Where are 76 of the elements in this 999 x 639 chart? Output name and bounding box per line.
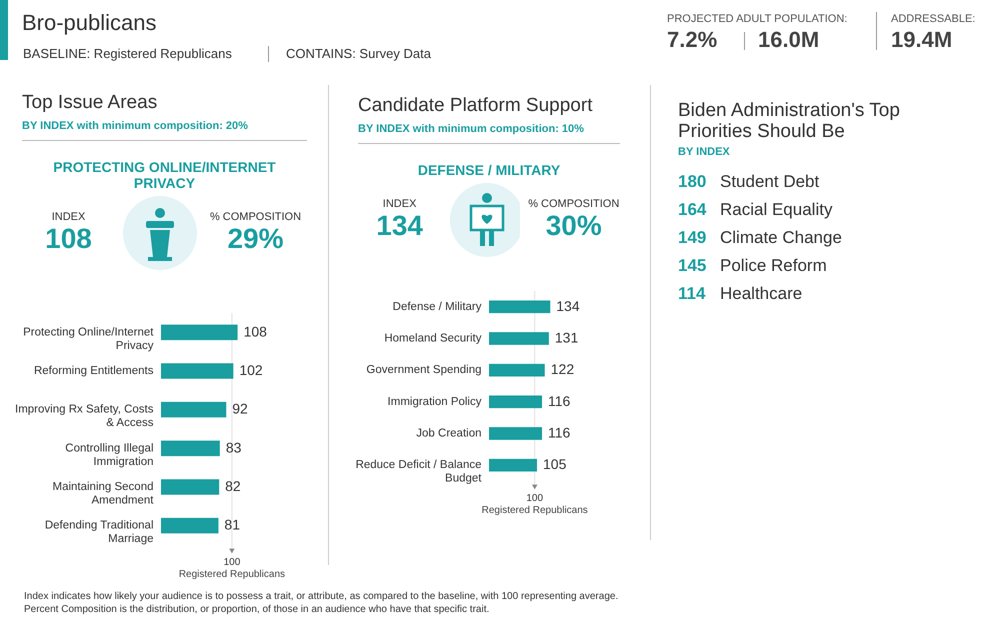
data-label: 108 <box>244 323 268 340</box>
y-tick-label: Controlling Illegal Immigration <box>65 442 154 468</box>
text: Bro-publicans <box>22 10 157 36</box>
text: DEFENSE / MILITARY <box>416 162 562 178</box>
data-label: 116 <box>548 392 571 409</box>
bar <box>161 440 220 456</box>
bar <box>489 396 542 408</box>
text: 100 <box>526 493 544 504</box>
y-tick-label: Improving Rx Safety, Costs & Access <box>15 404 154 430</box>
text: PROTECTING ONLINE/INTERNET PRIVACY <box>52 159 277 191</box>
data-label: 149 <box>678 228 708 248</box>
y-tick-label: Immigration Policy <box>388 396 482 408</box>
bar <box>161 324 238 340</box>
data-label: 83 <box>226 439 242 456</box>
data-label: 114 <box>678 284 706 304</box>
data-label: 131 <box>554 330 578 346</box>
ref-line-label: Registered Republicans <box>178 569 285 580</box>
text: % COMPOSITION <box>528 198 620 210</box>
text: Percent Composition is the distribution, or proportion, of those in an audience who have that specific trait. <box>24 603 490 616</box>
text: 7.2% <box>667 27 718 53</box>
text: INDEX <box>50 211 86 223</box>
category-label: Student Debt <box>720 172 820 191</box>
data-label: 134 <box>556 298 580 314</box>
text: INDEX <box>382 198 418 210</box>
y-tick-label: Maintaining Second Amendment <box>52 481 154 506</box>
chart-title: Top Issue Areas <box>22 92 158 114</box>
category-label: Racial Equality <box>720 200 832 219</box>
y-tick-label: Defense / Military <box>392 300 482 313</box>
text: CONTAINS: Survey Data <box>286 46 431 61</box>
category-label: Healthcare <box>720 284 802 303</box>
bar <box>161 402 226 418</box>
data-label: 102 <box>239 362 263 378</box>
data-label: 105 <box>543 456 567 472</box>
ref-line-label: Registered Republicans <box>482 505 588 516</box>
data-label: 145 <box>678 256 708 276</box>
chart-subtitle: BY INDEX with minimum composition: 10% <box>358 123 585 135</box>
bar <box>489 300 550 314</box>
bar <box>489 332 549 345</box>
bar <box>161 479 220 495</box>
y-tick-label: Government Spending <box>366 364 482 376</box>
y-tick-label: Reforming Entitlements <box>34 365 154 377</box>
chart-title: Candidate Platform Support <box>358 95 594 117</box>
text: 30% <box>544 210 603 242</box>
text: Biden Administration's Top Priorities Should Be <box>678 100 901 142</box>
chart-subtitle: BY INDEX with minimum composition: 20% <box>22 120 249 132</box>
text: % COMPOSITION <box>208 211 302 223</box>
y-tick-label: Homeland Security <box>384 332 482 344</box>
text: PROJECTED ADULT POPULATION: <box>667 13 848 25</box>
category-label: Police Reform <box>720 256 827 275</box>
text: BY INDEX <box>678 146 731 158</box>
text: 29% <box>226 223 285 255</box>
data-label: 122 <box>550 361 574 378</box>
text: BASELINE: Registered Republicans <box>23 46 232 61</box>
y-tick-label: Job Creation <box>416 428 482 440</box>
text: ADDRESSABLE: <box>891 13 976 25</box>
data-label: 81 <box>224 516 240 533</box>
bar <box>489 427 542 440</box>
y-tick-label: Defending Traditional Marriage <box>44 520 154 546</box>
y-tick-label: Protecting Online/Internet Privacy <box>23 326 154 352</box>
text: 19.4M <box>891 27 952 53</box>
text: 16.0M <box>758 27 820 53</box>
data-label: 180 <box>678 172 708 192</box>
category-label: Climate Change <box>720 228 842 247</box>
y-tick-label: Reduce Deficit / Balance Budget <box>356 459 482 485</box>
bar <box>489 364 545 376</box>
bar <box>161 518 218 534</box>
data-label: 92 <box>232 400 248 417</box>
bar <box>161 363 234 379</box>
bar <box>489 458 537 472</box>
data-label: 82 <box>225 478 241 494</box>
data-label: 164 <box>678 200 708 220</box>
text: 134 <box>375 210 424 242</box>
text: Index indicates how likely your audience is to possess a trait, or attribute, as compared to the baseline, with 100 representing average. <box>24 590 620 603</box>
text: 108 <box>44 223 93 255</box>
text: 100 <box>224 557 241 568</box>
data-label: 116 <box>548 424 571 440</box>
